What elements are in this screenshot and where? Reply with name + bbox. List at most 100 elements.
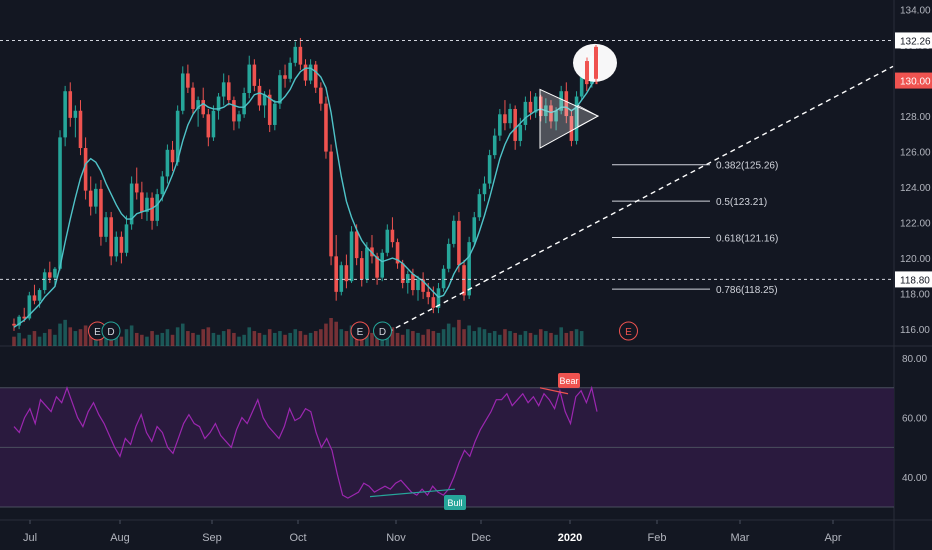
candle-body xyxy=(487,155,492,184)
candle-body xyxy=(426,291,431,298)
volume-bar xyxy=(140,334,144,346)
volume-bar xyxy=(267,329,272,346)
volume-bar xyxy=(288,332,292,346)
candle-body xyxy=(365,247,369,280)
time-tick: Oct xyxy=(289,532,306,544)
candle-body xyxy=(564,91,569,117)
candle-body xyxy=(492,135,497,156)
candle-body xyxy=(155,194,159,221)
price-axis: 116.00 118.00 120.00 122.00 124.00 126.00 128.… xyxy=(895,6,932,336)
volume-bar xyxy=(145,336,149,346)
volume-bar xyxy=(528,332,533,346)
fib-label: 0.382(125.26) xyxy=(716,161,778,172)
candle-body xyxy=(411,274,415,291)
volume-bar xyxy=(114,334,119,346)
candle-body xyxy=(324,103,328,152)
candle-body xyxy=(252,64,257,86)
candle-body xyxy=(12,323,16,326)
candle-body xyxy=(329,151,333,257)
volume-bar xyxy=(63,319,67,346)
candle-body xyxy=(211,110,216,138)
candle-body xyxy=(237,114,241,122)
price-tick: 126.00 xyxy=(900,148,931,159)
candle-body xyxy=(498,114,502,136)
time-tick: Nov xyxy=(386,532,406,544)
candle-body xyxy=(405,274,410,283)
candle-body xyxy=(48,272,52,278)
volume-bar xyxy=(27,334,32,346)
price-tick: 118.00 xyxy=(900,290,930,301)
candle-body xyxy=(503,114,507,124)
candle-body xyxy=(94,188,98,207)
candle-body xyxy=(180,73,185,111)
candle-body xyxy=(380,252,385,278)
volume-bar xyxy=(498,334,502,346)
volume-bar xyxy=(134,332,139,346)
volume-bar xyxy=(416,332,420,346)
volume-bar xyxy=(472,331,477,346)
volume-bar xyxy=(17,332,21,346)
volume-bar xyxy=(462,329,466,346)
candle-body xyxy=(232,100,236,122)
candle-body xyxy=(482,183,487,195)
volume-bar xyxy=(273,332,277,346)
candle-body xyxy=(569,116,574,141)
candle-body xyxy=(68,91,73,118)
volume-bar xyxy=(88,332,93,346)
time-tick: Jul xyxy=(23,532,37,544)
volume-bar xyxy=(405,329,410,346)
candle-body xyxy=(533,96,538,113)
last-price-text: 130.00 xyxy=(900,77,931,88)
volume-bar xyxy=(518,334,523,346)
candle-body xyxy=(354,231,359,259)
volume-bar xyxy=(32,331,37,346)
candle-body xyxy=(27,295,32,319)
volume-bar xyxy=(390,327,395,346)
candle-body xyxy=(88,190,93,207)
candle-body xyxy=(416,279,420,291)
volume-bar xyxy=(206,327,211,346)
candle-body xyxy=(472,217,477,243)
candle-body xyxy=(559,91,563,111)
fib-label: 0.5(123.21) xyxy=(716,197,767,208)
event-marker: E xyxy=(350,321,370,341)
volume-bar xyxy=(150,331,154,346)
candle-body xyxy=(134,183,139,193)
bull-divergence xyxy=(369,488,456,498)
rsi-tick: 80.00 xyxy=(902,354,927,365)
price-tick: 116.00 xyxy=(900,325,930,336)
volume-bar xyxy=(313,331,318,346)
volume-bar xyxy=(457,319,461,346)
bear-label-box xyxy=(558,373,580,388)
volume-bar xyxy=(237,336,241,346)
candle-body xyxy=(206,114,211,138)
volume-bar xyxy=(574,329,579,346)
candle-body xyxy=(119,236,124,253)
volume-bar xyxy=(22,338,27,346)
volume-bar xyxy=(370,332,374,346)
volume-bar xyxy=(467,325,471,346)
volume-bar xyxy=(564,332,569,346)
time-tick: Sep xyxy=(202,532,222,544)
candle-body xyxy=(160,176,165,195)
candle-body xyxy=(201,100,206,115)
candle-body xyxy=(319,87,323,104)
volume-bar xyxy=(523,331,528,346)
volume-bar xyxy=(170,334,175,346)
candle-body xyxy=(114,236,119,257)
candle-body xyxy=(73,110,78,118)
volume-bar xyxy=(349,325,354,346)
volume-bar xyxy=(400,334,405,346)
volume-bar xyxy=(441,329,446,346)
fib-label: 0.618(121.16) xyxy=(716,234,778,245)
last-price-badge xyxy=(895,72,932,89)
event-marker: D xyxy=(373,321,392,341)
candle-body xyxy=(523,101,528,125)
volume-bar xyxy=(129,325,134,346)
volume-bar xyxy=(482,329,487,346)
ma-line xyxy=(13,67,598,328)
candle-body xyxy=(273,103,277,125)
volume-bar xyxy=(191,332,195,346)
moving-average xyxy=(13,67,598,328)
candle-body xyxy=(226,82,231,101)
